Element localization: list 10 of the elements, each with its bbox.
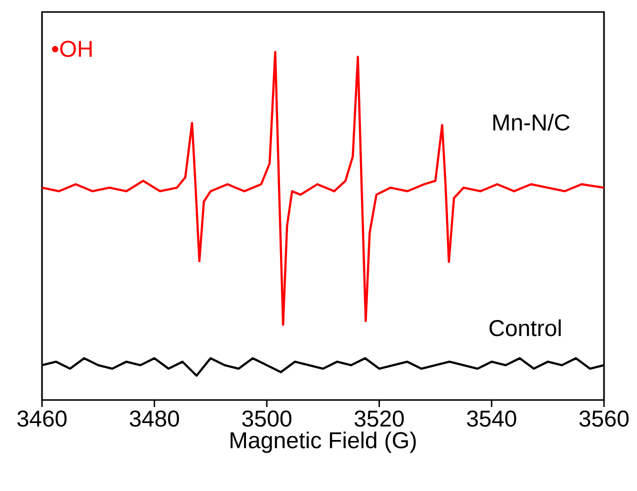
annotation: •OH: [52, 40, 92, 57]
x-tick-label: 3540: [466, 410, 516, 427]
x-tick-label: 3520: [354, 410, 404, 427]
text: Mn-N/C: [493, 114, 570, 131]
x-tick-label: 3480: [130, 410, 179, 427]
x-tick-label: 3560: [579, 410, 629, 427]
x-axis-title: Magnetic Field (G): [230, 432, 416, 453]
x-tick-label: 3500: [242, 410, 292, 427]
series-label: Control: [490, 319, 561, 336]
x-tick-label: 3460: [17, 410, 67, 427]
